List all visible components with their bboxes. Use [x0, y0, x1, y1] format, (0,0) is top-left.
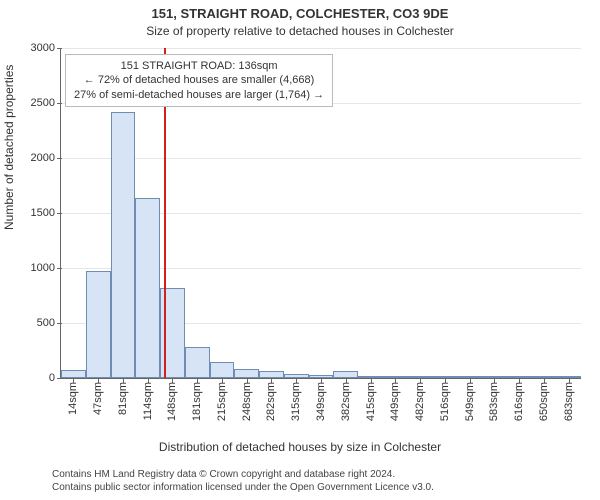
chart-title-line2: Size of property relative to detached ho…	[0, 24, 600, 38]
gridline	[61, 48, 581, 49]
y-tick-label: 1000	[31, 262, 61, 274]
x-tick-label: 14sqm	[67, 378, 79, 415]
histogram-bar	[86, 271, 111, 378]
x-tick-label: 47sqm	[92, 378, 104, 415]
x-tick-label: 282sqm	[265, 378, 277, 421]
x-tick-label: 415sqm	[365, 378, 377, 421]
x-tick-label: 449sqm	[389, 378, 401, 421]
histogram-bar	[333, 371, 358, 378]
histogram-bar	[259, 371, 284, 378]
attribution-footer: Contains HM Land Registry data © Crown c…	[52, 469, 590, 494]
y-tick-label: 500	[37, 317, 61, 329]
x-tick-label: 248sqm	[241, 378, 253, 421]
x-tick-label: 114sqm	[142, 378, 154, 420]
histogram-bar	[61, 370, 86, 378]
x-tick-label: 650sqm	[538, 378, 550, 421]
histogram-bar	[234, 369, 259, 378]
histogram-plot-area: 05001000150020002500300014sqm47sqm81sqm1…	[60, 48, 581, 379]
annotation-line1: 151 STRAIGHT ROAD: 136sqm	[74, 59, 324, 73]
histogram-bar	[111, 112, 136, 378]
x-tick-label: 315sqm	[290, 378, 302, 421]
chart-title-line1: 151, STRAIGHT ROAD, COLCHESTER, CO3 9DE	[0, 6, 600, 21]
x-axis-label: Distribution of detached houses by size …	[0, 440, 600, 454]
x-tick-label: 549sqm	[464, 378, 476, 421]
y-axis-label: Number of detached properties	[2, 65, 16, 230]
annotation-line3: 27% of semi-detached houses are larger (…	[74, 88, 324, 102]
histogram-bar	[185, 347, 210, 378]
histogram-bar	[135, 198, 160, 378]
x-tick-label: 583sqm	[488, 378, 500, 421]
x-tick-label: 482sqm	[414, 378, 426, 421]
x-tick-label: 349sqm	[315, 378, 327, 421]
x-tick-label: 81sqm	[117, 378, 129, 415]
x-tick-label: 516sqm	[439, 378, 451, 421]
x-tick-label: 181sqm	[191, 378, 203, 421]
y-tick-label: 3000	[31, 42, 61, 54]
x-tick-label: 148sqm	[166, 378, 178, 421]
histogram-bar	[210, 362, 235, 379]
x-tick-label: 215sqm	[216, 378, 228, 421]
footer-line-1: Contains HM Land Registry data © Crown c…	[52, 469, 590, 482]
y-tick-label: 2000	[31, 152, 61, 164]
annotation-box: 151 STRAIGHT ROAD: 136sqm← 72% of detach…	[65, 54, 333, 107]
footer-line-2: Contains public sector information licen…	[52, 482, 590, 495]
y-tick-label: 0	[49, 372, 61, 384]
gridline	[61, 158, 581, 159]
x-tick-label: 616sqm	[513, 378, 525, 421]
y-tick-label: 1500	[31, 207, 61, 219]
annotation-line2: ← 72% of detached houses are smaller (4,…	[74, 73, 324, 87]
x-tick-label: 683sqm	[563, 378, 575, 421]
y-tick-label: 2500	[31, 97, 61, 109]
x-tick-label: 382sqm	[340, 378, 352, 421]
